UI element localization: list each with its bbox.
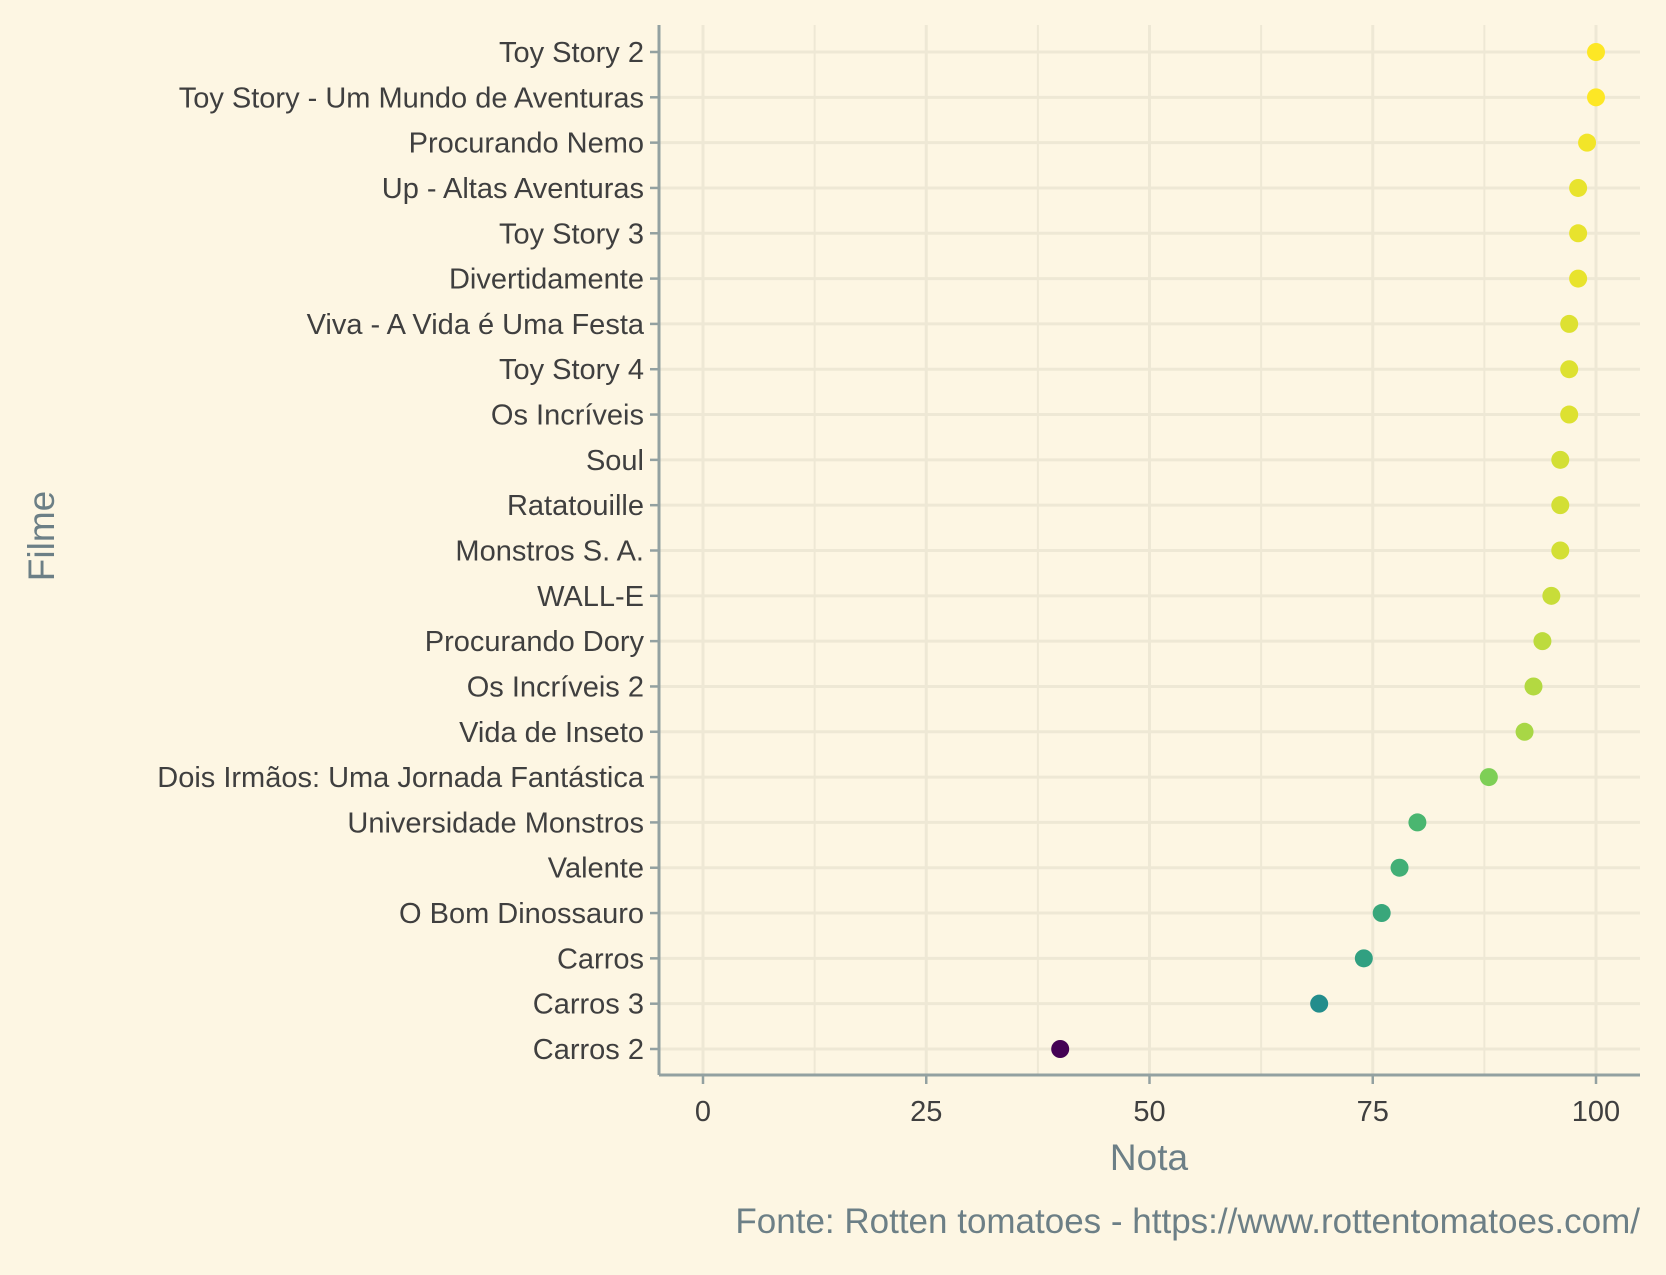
data-point: [1569, 224, 1588, 243]
data-point: [1551, 496, 1570, 515]
source-caption: Fonte: Rotten tomatoes - https://www.rot…: [735, 1202, 1640, 1241]
data-point: [1533, 632, 1552, 651]
data-point: [1354, 949, 1373, 968]
y-tick-label: Os Incríveis: [491, 400, 644, 432]
y-tick-label: Carros 2: [533, 1034, 644, 1066]
data-point: [1560, 314, 1579, 333]
data-point: [1560, 405, 1579, 424]
x-tick-label: 25: [910, 1096, 942, 1128]
y-tick-label: Procurando Nemo: [409, 128, 644, 160]
y-tick-label: Soul: [586, 445, 644, 477]
data-point: [1310, 994, 1329, 1013]
y-tick-label: Viva - A Vida é Uma Festa: [307, 309, 645, 341]
axis-layer: [650, 25, 1640, 1084]
y-tick-label: Valente: [548, 853, 644, 885]
y-tick-label: Toy Story 2: [499, 37, 644, 69]
x-tick-label: 75: [1357, 1096, 1389, 1128]
y-tick-label: Carros: [557, 943, 644, 975]
data-point: [1569, 178, 1588, 197]
x-axis-title: Nota: [1110, 1137, 1189, 1178]
label-layer: 0 25 50 75 100 Toy Story 2 Toy Story - Um Mund…: [157, 37, 1620, 1128]
y-tick-label: WALL-E: [537, 581, 644, 613]
point-layer: [1051, 43, 1605, 1058]
data-point: [1390, 858, 1409, 877]
data-point: [1408, 813, 1427, 832]
data-point: [1587, 88, 1605, 107]
data-point: [1578, 133, 1597, 152]
data-point: [1051, 1040, 1070, 1058]
data-point: [1372, 904, 1391, 923]
y-tick-label: Universidade Monstros: [347, 807, 644, 839]
y-tick-label: Os Incríveis 2: [467, 671, 644, 703]
data-point: [1524, 677, 1543, 696]
y-tick-label: Up - Altas Aventuras: [382, 173, 644, 205]
data-point: [1587, 43, 1605, 61]
grid-layer: [659, 25, 1640, 1075]
y-tick-label: Toy Story 4: [499, 354, 644, 386]
data-point: [1479, 768, 1498, 787]
y-tick-label: Carros 3: [533, 989, 644, 1021]
x-tick-label: 0: [695, 1096, 711, 1128]
y-tick-label: Procurando Dory: [425, 626, 645, 658]
data-point: [1515, 722, 1534, 741]
y-tick-label: Toy Story - Um Mundo de Aventuras: [179, 82, 644, 114]
data-point: [1560, 360, 1579, 379]
y-axis-title: Filme: [21, 491, 62, 581]
y-tick-label: Ratatouille: [507, 490, 644, 522]
y-tick-label: Dois Irmãos: Uma Jornada Fantástica: [157, 762, 645, 794]
data-point: [1542, 586, 1561, 605]
y-tick-label: O Bom Dinossauro: [399, 898, 644, 930]
y-tick-label: Toy Story 3: [499, 218, 644, 250]
data-point: [1551, 541, 1570, 560]
y-tick-label: Divertidamente: [449, 264, 644, 296]
x-tick-label: 50: [1133, 1096, 1165, 1128]
y-tick-label: Vida de Inseto: [459, 717, 644, 749]
x-tick-label: 100: [1572, 1096, 1620, 1128]
data-point: [1551, 450, 1570, 469]
y-tick-label: Monstros S. A.: [455, 536, 644, 568]
data-point: [1569, 269, 1588, 288]
